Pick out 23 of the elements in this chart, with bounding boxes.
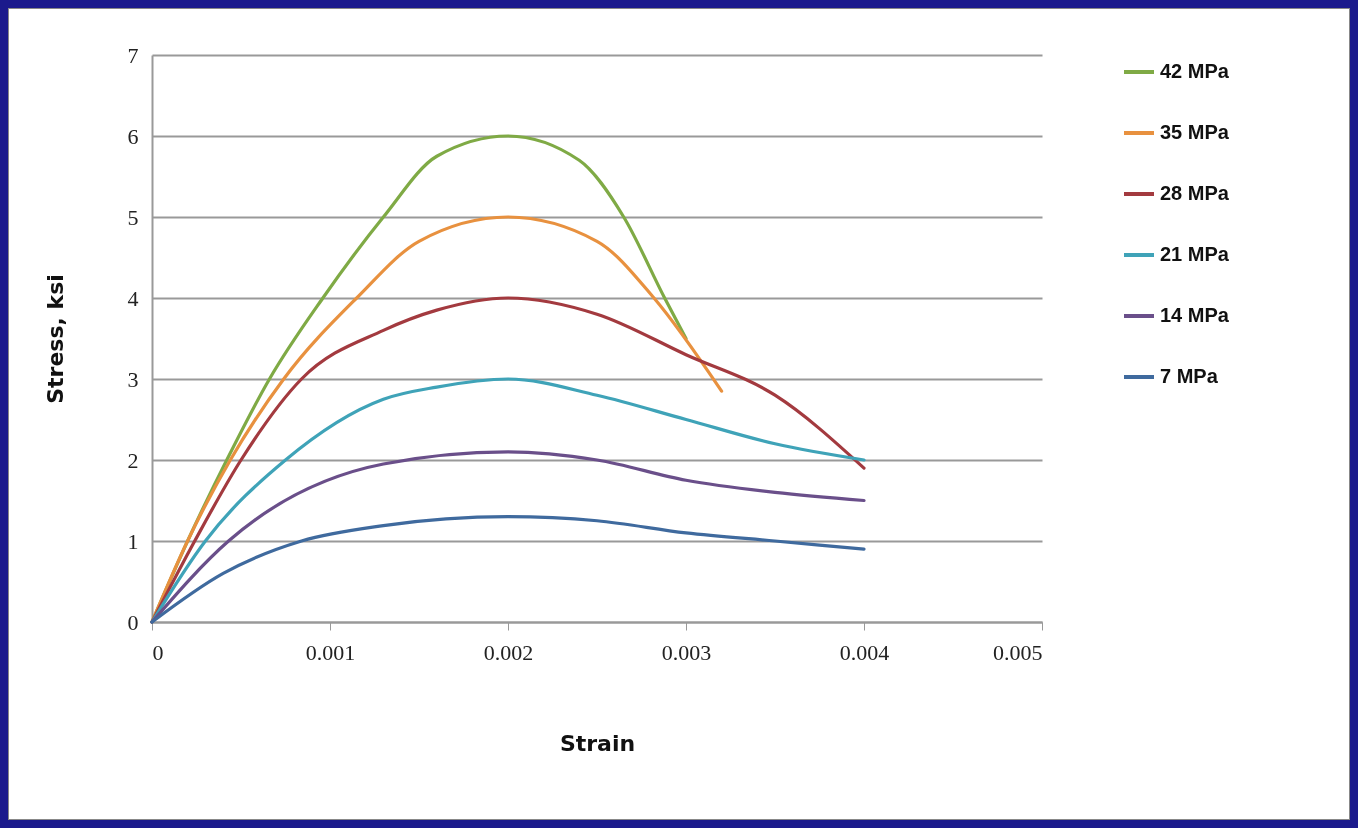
x-tick-label: 0.004 [839, 639, 890, 665]
x-tick-label: 0.002 [483, 639, 534, 665]
x-tick-label: 0.001 [305, 639, 356, 665]
line-series [150, 515, 866, 624]
y-tick-label: 7 [127, 42, 139, 68]
x-tick-label: 0.005 [993, 639, 1043, 665]
legend-label: 35 MPa [1160, 121, 1230, 143]
x-tick-label: 0.003 [661, 639, 712, 665]
legend-label: 28 MPa [1160, 182, 1230, 204]
y-tick-label: 4 [127, 285, 139, 311]
y-tick-label: 6 [127, 123, 139, 149]
y-tick-label: 0 [127, 609, 139, 635]
y-tick-label: 2 [127, 447, 139, 473]
y-tick-label: 1 [127, 528, 139, 554]
y-tick-label: 3 [127, 366, 139, 392]
x-axis-title: Strain [559, 730, 636, 756]
legend-label: 14 MPa [1160, 304, 1230, 326]
legend-label: 21 MPa [1160, 243, 1230, 265]
legend-label: 7 MPa [1160, 365, 1219, 387]
legend-label: 42 MPa [1160, 60, 1230, 82]
y-axis-title: Stress, ksi [42, 274, 68, 404]
y-tick-label: 5 [127, 204, 139, 230]
x-tick-label: 0 [152, 639, 164, 665]
